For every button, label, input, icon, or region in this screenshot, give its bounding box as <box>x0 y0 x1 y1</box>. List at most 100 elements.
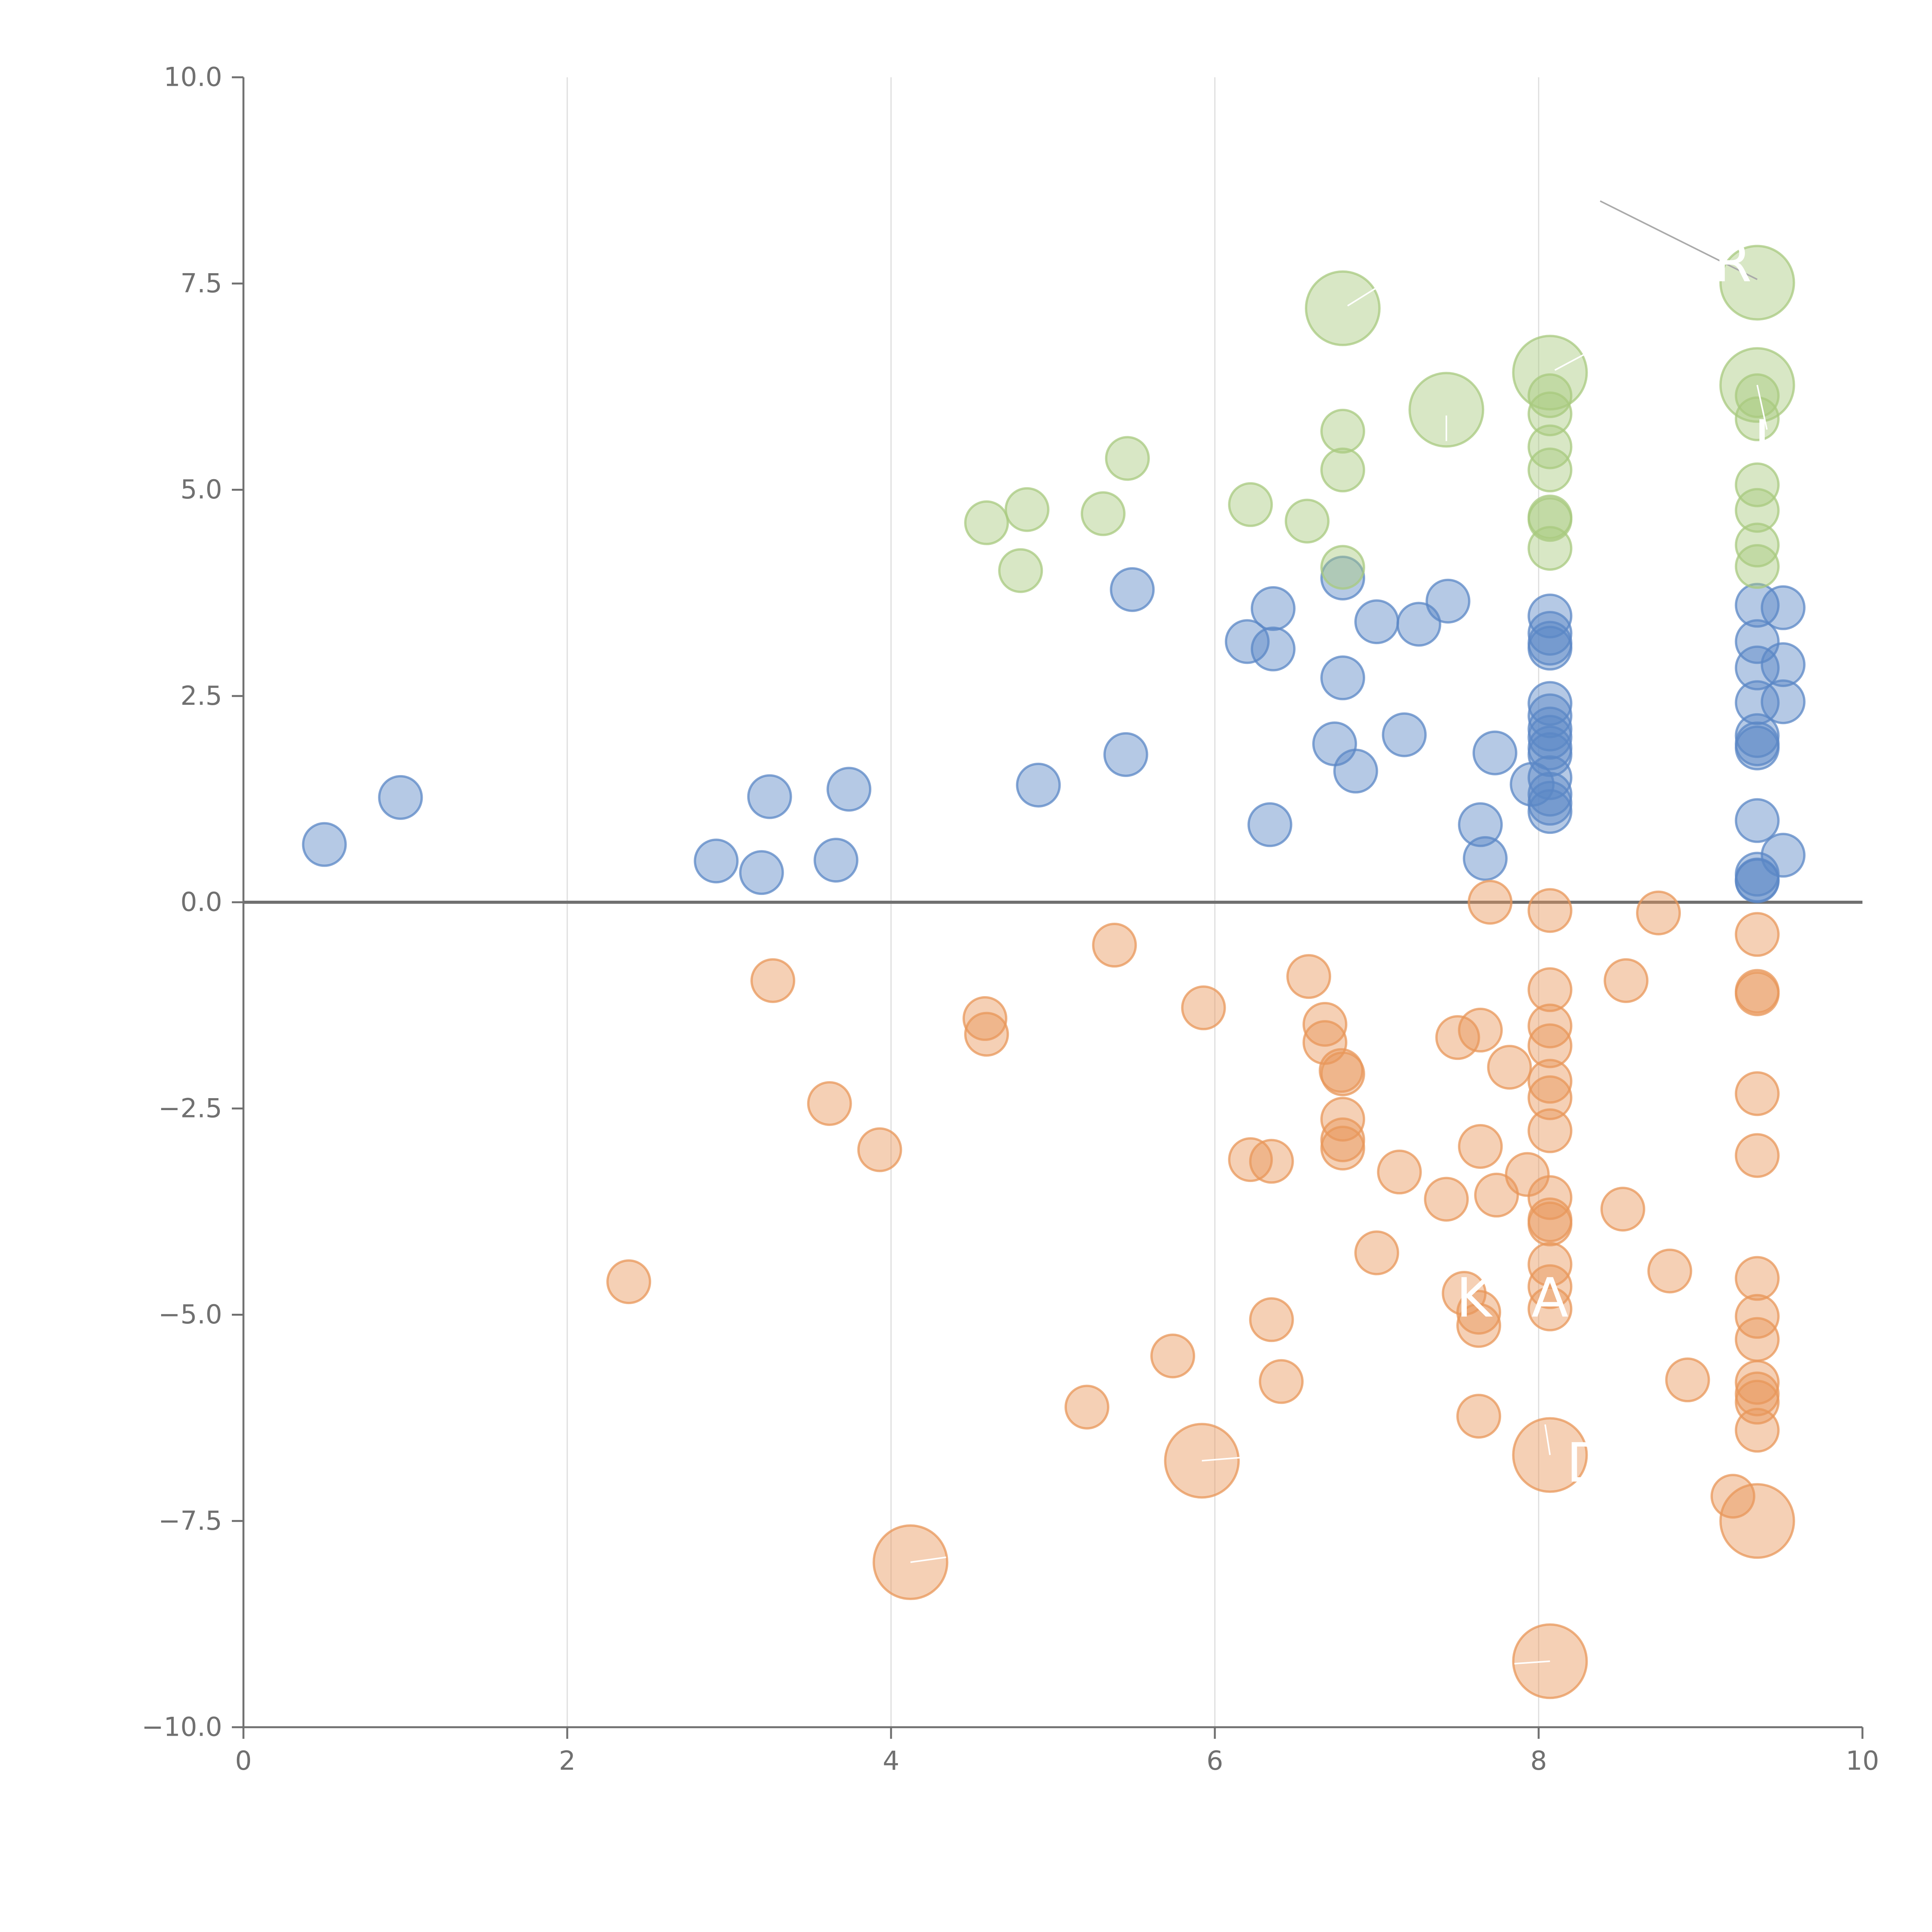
data-point-orange <box>1064 1384 1109 1430</box>
leader-line <box>1756 384 1768 430</box>
data-point-green <box>1735 462 1780 507</box>
data-point-green-highlight <box>1305 270 1381 346</box>
data-point-orange <box>1527 1059 1573 1104</box>
data-point-orange <box>1735 1408 1780 1453</box>
data-point-orange <box>1527 1286 1573 1332</box>
data-point-green <box>964 500 1009 545</box>
data-point-blue <box>1103 732 1148 777</box>
leader-line <box>1514 1660 1550 1665</box>
data-point-blue <box>739 850 784 895</box>
point-label: D <box>1566 1432 1608 1495</box>
data-point-green <box>1527 373 1573 418</box>
y-tick-label: 0.0 <box>180 887 222 918</box>
data-point-orange <box>1150 1333 1196 1379</box>
axes <box>232 76 1864 1739</box>
data-point-orange <box>1456 1303 1501 1348</box>
data-point-orange <box>1318 1048 1364 1093</box>
y-tick-label: 2.5 <box>180 681 222 711</box>
data-point-orange <box>857 1127 902 1172</box>
data-point-blue <box>1016 762 1061 808</box>
leader-line <box>1554 352 1588 371</box>
data-point-orange <box>1320 1126 1366 1171</box>
leader-line <box>1600 200 1758 280</box>
y-tick-label: −5.0 <box>158 1299 222 1330</box>
data-point-orange <box>1600 1187 1645 1232</box>
data-point-blue <box>1527 611 1573 656</box>
data-point-orange <box>1735 1317 1780 1362</box>
point-labels: R I K A D <box>1456 231 1770 1495</box>
data-point-blue <box>1354 599 1399 645</box>
data-point-blue <box>1382 712 1427 757</box>
data-point-orange <box>1320 1051 1366 1097</box>
data-point-blue <box>378 775 423 820</box>
data-point-orange <box>1249 1139 1294 1184</box>
data-point-blue <box>1760 679 1806 724</box>
data-point-blue <box>1225 619 1270 664</box>
data-point-orange <box>750 958 796 1003</box>
data-point-orange <box>1735 912 1780 957</box>
data-point-green <box>998 548 1043 593</box>
x-tick-label: 6 <box>1206 1746 1223 1776</box>
data-point-blue <box>1458 802 1503 847</box>
leader-line <box>1202 1456 1243 1462</box>
data-point-orange <box>1527 1003 1573 1049</box>
data-point-blue <box>1472 730 1517 776</box>
leader-line <box>1544 1424 1551 1455</box>
data-point-blue <box>1463 836 1508 881</box>
data-point-blue <box>813 838 859 883</box>
data-point-green <box>1735 396 1780 441</box>
data-point-blue <box>1527 594 1573 639</box>
data-point-green <box>1105 436 1150 481</box>
data-point-green <box>1735 373 1780 418</box>
data-point-orange <box>1647 1248 1692 1294</box>
y-tick-label: −2.5 <box>158 1093 222 1124</box>
y-tick-label: −7.5 <box>158 1506 222 1536</box>
data-point-orange <box>1181 985 1226 1031</box>
data-point-orange <box>807 1081 852 1126</box>
data-point-green <box>1527 424 1573 469</box>
data-point-blue <box>1527 681 1573 726</box>
data-point-green-highlight <box>1719 245 1795 321</box>
data-point-blue <box>1760 642 1806 687</box>
data-point-orange <box>1735 1256 1780 1301</box>
data-point-orange <box>1665 1357 1710 1403</box>
data-point-blue <box>1760 833 1806 878</box>
data-point-blue <box>302 822 347 867</box>
data-point-orange <box>1527 888 1573 933</box>
data-point-blue <box>1320 655 1366 701</box>
data-point-orange <box>1604 958 1649 1003</box>
data-point-blue <box>1527 755 1573 800</box>
data-point-green <box>1284 498 1330 544</box>
data-point-orange <box>1527 1108 1573 1153</box>
data-point-orange <box>1354 1230 1399 1276</box>
data-point-orange <box>1735 1294 1780 1339</box>
data-point-blue <box>1527 715 1573 760</box>
data-point-orange <box>963 996 1008 1041</box>
data-point-orange <box>1735 1133 1780 1178</box>
point-label: I <box>1754 409 1770 472</box>
data-point-green <box>1735 544 1780 589</box>
data-point-orange <box>964 1012 1009 1057</box>
leader-line <box>1347 287 1378 307</box>
data-point-orange <box>1527 1201 1573 1247</box>
data-point-orange <box>1527 967 1573 1012</box>
data-point-orange <box>1468 880 1513 925</box>
data-point-blue <box>1250 586 1296 631</box>
data-point-blue <box>1527 732 1573 777</box>
data-point-green <box>1527 447 1573 493</box>
y-tick-label: 7.5 <box>180 268 222 299</box>
y-tick-label: 5.0 <box>180 474 222 505</box>
data-point-blue <box>1250 626 1296 672</box>
leader-line <box>910 1556 946 1563</box>
data-point-green <box>1320 545 1366 590</box>
data-point-green <box>1527 391 1573 437</box>
data-point-blue <box>1320 555 1366 600</box>
data-point-orange <box>1458 1124 1503 1169</box>
data-point-blue <box>694 838 739 884</box>
data-point-blue <box>827 767 872 812</box>
x-tick-label: 2 <box>559 1746 575 1776</box>
data-point-orange <box>1249 1297 1294 1342</box>
data-point-orange <box>1458 1007 1503 1053</box>
data-point-orange <box>1735 971 1780 1016</box>
